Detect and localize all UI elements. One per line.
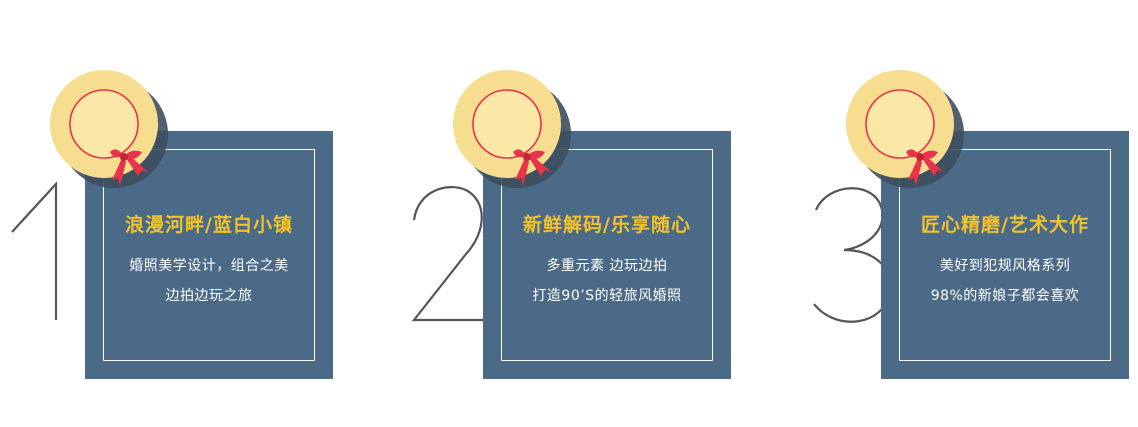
feature-title: 新鲜解码/乐享随心: [523, 214, 691, 236]
box-frame: [899, 149, 1111, 361]
box-frame: [103, 149, 315, 361]
feature-card-2: 新鲜解码/乐享随心 多重元素 边玩边拍 打造90’S的轻旅风婚照: [398, 0, 778, 427]
feature-title: 匠心精磨/艺术大作: [921, 214, 1089, 236]
numeral-one: [8, 180, 88, 330]
feature-desc-line-1: 多重元素 边玩边拍: [546, 258, 668, 274]
box-frame: [501, 149, 713, 361]
numeral-two: [408, 180, 490, 330]
sun-hat-icon: [50, 68, 168, 196]
feature-desc-line-2: 打造90’S的轻旅风婚照: [532, 288, 682, 304]
sun-hat-icon: [453, 68, 571, 196]
numeral-three: [810, 180, 892, 330]
feature-desc-line-1: 美好到犯规风格系列: [939, 258, 1071, 274]
feature-card-3: 匠心精磨/艺术大作 美好到犯规风格系列 98%的新娘子都会喜欢: [796, 0, 1138, 427]
feature-desc-line-2: 边拍边玩之旅: [165, 288, 253, 304]
feature-desc-line-1: 婚照美学设计，组合之美: [129, 258, 289, 274]
sun-hat-icon: [846, 68, 964, 196]
feature-title: 浪漫河畔/蓝白小镇: [125, 214, 293, 236]
feature-desc-line-2: 98%的新娘子都会喜欢: [930, 288, 1080, 304]
feature-card-1: 浪漫河畔/蓝白小镇 婚照美学设计，组合之美 边拍边玩之旅: [0, 0, 380, 427]
